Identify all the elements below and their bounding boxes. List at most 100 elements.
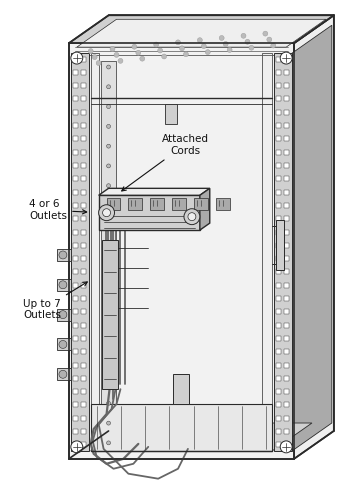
Bar: [73, 403, 78, 408]
Bar: [81, 110, 86, 115]
Bar: [276, 230, 281, 235]
Bar: [284, 376, 289, 381]
Circle shape: [59, 281, 67, 289]
Bar: [276, 309, 281, 314]
Text: 4 or 6
Outlets: 4 or 6 Outlets: [29, 200, 87, 221]
Circle shape: [107, 144, 111, 148]
Bar: [276, 123, 281, 128]
Bar: [73, 389, 78, 394]
Circle shape: [201, 43, 206, 48]
Circle shape: [107, 421, 111, 425]
Bar: [129, 198, 142, 210]
Bar: [73, 150, 78, 155]
Bar: [276, 269, 281, 274]
Bar: [276, 163, 281, 168]
Polygon shape: [294, 15, 334, 459]
Bar: [73, 269, 78, 274]
Circle shape: [223, 41, 228, 46]
Circle shape: [114, 52, 119, 57]
Bar: [150, 198, 164, 210]
Bar: [276, 256, 281, 261]
Bar: [284, 363, 289, 368]
Bar: [81, 256, 86, 261]
Bar: [73, 216, 78, 221]
Circle shape: [241, 33, 246, 38]
Circle shape: [71, 52, 83, 64]
Bar: [81, 389, 86, 394]
Bar: [81, 96, 86, 101]
Circle shape: [107, 65, 111, 69]
Polygon shape: [91, 423, 312, 451]
Bar: [81, 309, 86, 314]
Bar: [284, 110, 289, 115]
Bar: [81, 323, 86, 328]
Bar: [81, 176, 86, 181]
Polygon shape: [292, 25, 332, 451]
Circle shape: [180, 46, 184, 51]
Bar: [81, 403, 86, 408]
Circle shape: [136, 50, 141, 55]
Bar: [194, 198, 208, 210]
Bar: [172, 198, 186, 210]
Circle shape: [107, 322, 111, 326]
Circle shape: [184, 209, 200, 225]
Bar: [284, 336, 289, 341]
Text: Attached
Cords: Attached Cords: [122, 134, 208, 191]
Bar: [73, 110, 78, 115]
Bar: [276, 243, 281, 248]
Bar: [276, 70, 281, 75]
Bar: [73, 163, 78, 168]
Circle shape: [99, 205, 114, 221]
Bar: [284, 309, 289, 314]
Circle shape: [107, 164, 111, 168]
Bar: [81, 349, 86, 354]
Circle shape: [249, 45, 254, 50]
Circle shape: [245, 40, 250, 44]
Polygon shape: [274, 53, 292, 451]
Bar: [73, 136, 78, 141]
Polygon shape: [99, 188, 210, 195]
Circle shape: [110, 46, 115, 51]
Bar: [284, 256, 289, 261]
Bar: [81, 429, 86, 434]
Bar: [276, 57, 281, 62]
Bar: [284, 389, 289, 394]
Polygon shape: [165, 104, 177, 124]
Bar: [81, 296, 86, 301]
Bar: [276, 96, 281, 101]
Bar: [276, 216, 281, 221]
Bar: [81, 230, 86, 235]
Bar: [73, 190, 78, 195]
Bar: [276, 176, 281, 181]
Bar: [284, 96, 289, 101]
Bar: [276, 296, 281, 301]
Bar: [284, 429, 289, 434]
Bar: [73, 123, 78, 128]
Bar: [81, 269, 86, 274]
Bar: [276, 363, 281, 368]
Bar: [284, 203, 289, 208]
Bar: [284, 190, 289, 195]
Polygon shape: [102, 240, 118, 389]
Bar: [107, 198, 121, 210]
Bar: [81, 150, 86, 155]
Bar: [276, 283, 281, 288]
Polygon shape: [173, 374, 189, 404]
Circle shape: [107, 204, 111, 207]
Bar: [276, 136, 281, 141]
Polygon shape: [71, 53, 89, 451]
Bar: [284, 349, 289, 354]
Circle shape: [107, 342, 111, 346]
Bar: [284, 283, 289, 288]
Circle shape: [267, 37, 272, 42]
Bar: [81, 203, 86, 208]
Bar: [284, 216, 289, 221]
Circle shape: [263, 31, 268, 36]
Polygon shape: [69, 15, 334, 43]
Circle shape: [280, 52, 292, 64]
Circle shape: [154, 42, 159, 47]
Polygon shape: [77, 19, 326, 47]
Circle shape: [184, 52, 188, 57]
Polygon shape: [57, 309, 71, 321]
Text: Up to 7
Outlets: Up to 7 Outlets: [23, 282, 87, 321]
